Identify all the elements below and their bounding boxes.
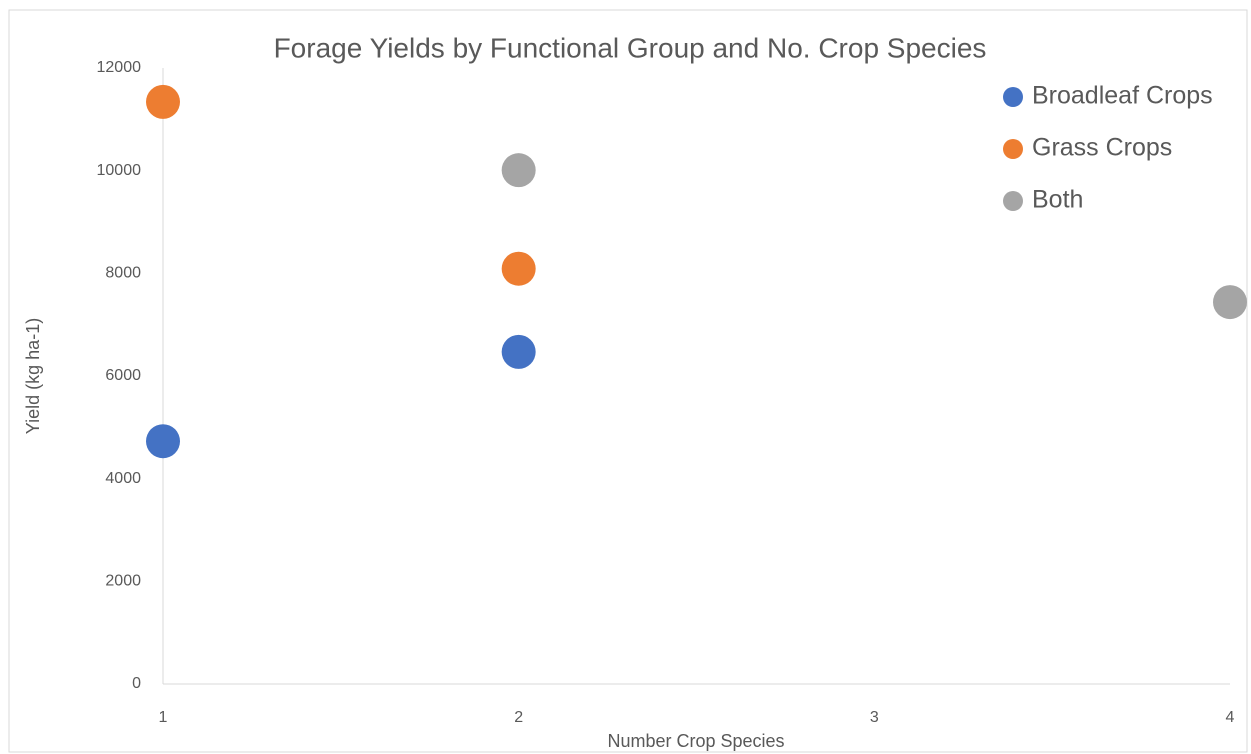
y-tick-label: 4000: [105, 470, 141, 487]
legend-label: Both: [1032, 186, 1083, 214]
x-tick-label: 1: [159, 709, 168, 726]
x-tick-label: 4: [1226, 709, 1235, 726]
legend-label: Broadleaf Crops: [1032, 82, 1213, 110]
legend-marker: [1003, 139, 1023, 159]
x-tick-label: 2: [514, 709, 523, 726]
legend-marker: [1003, 87, 1023, 107]
y-tick-label: 10000: [97, 162, 142, 179]
chart-title: Forage Yields by Functional Group and No…: [274, 32, 987, 63]
scatter-point: [146, 424, 180, 459]
scatter-point: [501, 251, 536, 286]
y-tick-label: 12000: [97, 59, 142, 76]
y-tick-label: 0: [132, 675, 141, 692]
y-tick-label: 6000: [105, 367, 141, 384]
x-axis-label: Number Crop Species: [607, 731, 784, 751]
scatter-point: [501, 334, 536, 369]
scatter-point: [1213, 285, 1247, 320]
legend-marker: [1003, 191, 1023, 211]
chart-frame: [8, 9, 1248, 753]
y-axis-label: Yield (kg ha-1): [23, 318, 43, 434]
y-tick-label: 2000: [105, 573, 141, 590]
x-tick-label: 3: [870, 709, 879, 726]
scatter-point: [501, 153, 536, 188]
y-tick-label: 8000: [105, 265, 141, 282]
legend-label: Grass Crops: [1032, 134, 1172, 162]
scatter-point: [146, 84, 180, 119]
